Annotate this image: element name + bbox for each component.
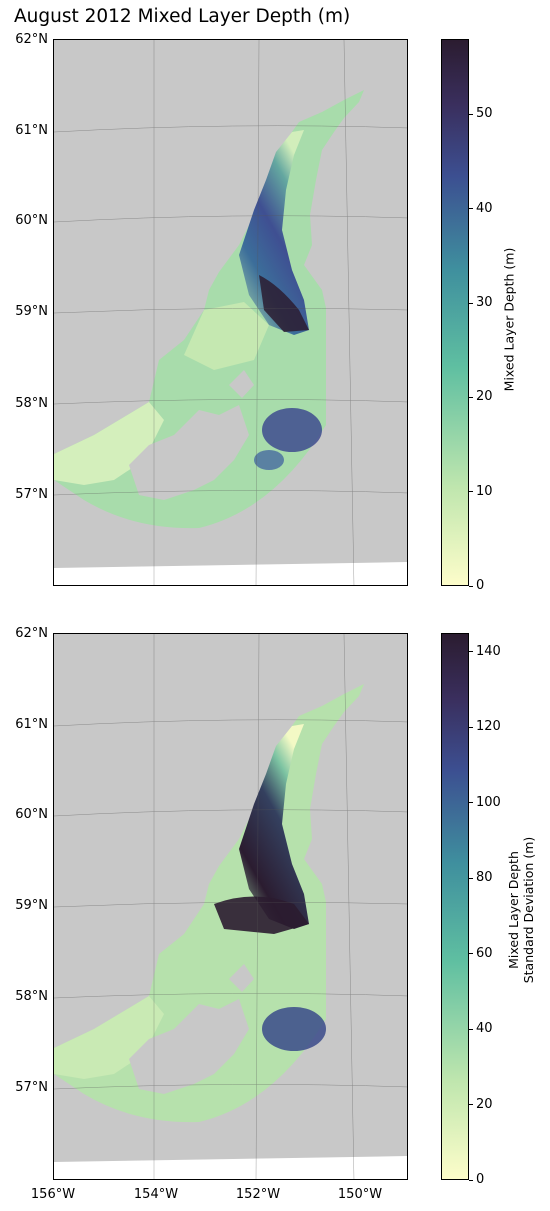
colorbar-tick-mark — [469, 802, 473, 804]
lat-label-61-b: 61°N — [15, 717, 48, 732]
lat-label-58-b: 58°N — [15, 989, 48, 1004]
lon-label-150: 150°W — [337, 1187, 383, 1202]
lat-label-58: 58°N — [15, 396, 48, 411]
lat-label-59-b: 59°N — [15, 898, 48, 913]
deep-core — [259, 275, 309, 332]
colorbar-tick-label: 30 — [476, 295, 493, 311]
colorbar-tick-label: 140 — [476, 643, 501, 659]
graticule — [54, 40, 407, 585]
colorbar-tick-mark — [469, 953, 473, 955]
map-canvas-std — [54, 634, 407, 1179]
colorbar-tick-mark — [469, 651, 473, 653]
lat-label-57-b: 57°N — [15, 1080, 48, 1095]
colorbar-tick-label: 10 — [476, 483, 493, 499]
colorbar-tick-label: 0 — [476, 1172, 485, 1187]
colorbar-tick-label: 20 — [476, 389, 493, 405]
lon-label-156: 156°W — [30, 1187, 76, 1202]
lat-label-62: 62°N — [15, 32, 48, 47]
graticule-2 — [54, 634, 407, 1179]
deep-patch-south — [254, 450, 284, 470]
colorbar-tick-label: 20 — [476, 1096, 493, 1112]
lat-label-57: 57°N — [15, 487, 48, 502]
colorbar-tick-label: 0 — [476, 578, 485, 593]
colorbar-tick-mark — [469, 1179, 473, 1181]
island-kodiak-2 — [129, 999, 249, 1094]
lat-label-61: 61°N — [15, 123, 48, 138]
colorbar-mean-label: Mixed Layer Depth (m) — [502, 240, 517, 400]
colorbar-tick-mark — [469, 208, 473, 210]
colorbar-tick-label: 50 — [476, 106, 493, 122]
lon-label-154: 154°W — [133, 1187, 179, 1202]
deep-patch-east-2 — [262, 1007, 326, 1051]
deep-core-2 — [214, 896, 309, 934]
island-small-2 — [229, 964, 254, 992]
inlet-channel-2 — [239, 724, 309, 929]
colorbar-mean — [441, 39, 469, 586]
colorbar-tick-mark — [469, 302, 473, 304]
colorbar-std-label-line1: Mixed Layer Depth — [506, 851, 521, 969]
colorbar-std-label: Mixed Layer Depth Standard Deviation (m) — [506, 830, 536, 990]
colorbar-std-label-line2: Standard Deviation (m) — [521, 836, 536, 984]
colorbar-tick-mark — [469, 1028, 473, 1030]
map-canvas-mean — [54, 40, 407, 585]
colorbar-tick-label: 40 — [476, 1021, 493, 1037]
colorbar-tick-mark — [469, 113, 473, 115]
lat-label-62-b: 62°N — [15, 626, 48, 641]
island-kodiak — [129, 405, 249, 500]
colorbar-tick-mark — [469, 726, 473, 728]
colorbar-tick-mark — [469, 1104, 473, 1106]
colorbar-tick-label: 60 — [476, 945, 493, 961]
colorbar-tick-mark — [469, 877, 473, 879]
lat-label-59: 59°N — [15, 304, 48, 319]
colorbar-tick-label: 40 — [476, 200, 493, 216]
colorbar-tick-label: 120 — [476, 719, 501, 735]
colorbar-tick-label: 100 — [476, 794, 501, 810]
lat-label-60: 60°N — [15, 213, 48, 228]
deep-patch-east — [262, 408, 322, 452]
map-title: August 2012 Mixed Layer Depth (m) — [14, 6, 351, 27]
colorbar-tick-mark — [469, 585, 473, 587]
colorbar-tick-mark — [469, 396, 473, 398]
lat-label-60-b: 60°N — [15, 807, 48, 822]
colorbar-mean-label-text: Mixed Layer Depth (m) — [501, 247, 517, 392]
shelf-patch-central — [184, 302, 269, 370]
colorbar-tick-label: 80 — [476, 870, 493, 886]
colorbar-tick-mark — [469, 491, 473, 493]
colorbar-std — [441, 633, 469, 1180]
inlet-channel — [239, 130, 309, 335]
map-boundary-2 — [54, 1156, 407, 1179]
map-boundary — [54, 562, 407, 585]
map-panel-mean — [53, 39, 408, 586]
island-small — [229, 370, 254, 398]
lon-label-152: 152°W — [235, 1187, 281, 1202]
map-panel-std — [53, 633, 408, 1180]
